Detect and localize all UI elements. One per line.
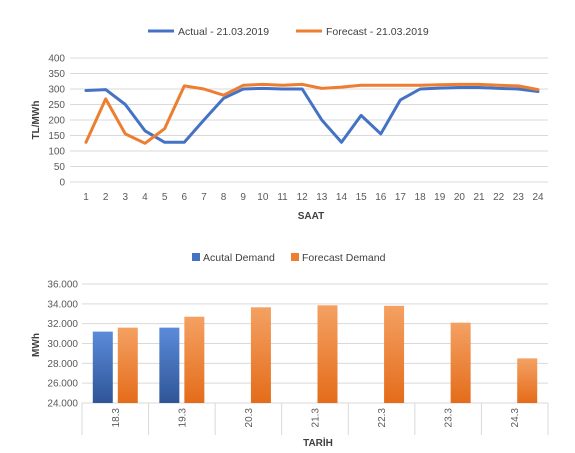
line-chart-x-ticks: 1 2 3 4 5 6 7 8 9 10 11 12 13 14 15 16 17 18 19 20 21 22 23 24 (83, 192, 544, 203)
bar-chart-y-tick-label: 34.000 (47, 299, 78, 310)
bar-chart-y-tick-label: 36.000 (47, 280, 78, 291)
line-chart-y-tick-label: 50 (54, 162, 66, 173)
line-chart-grid (70, 57, 548, 183)
line-chart-y-axis-title: TL/MWh (31, 101, 42, 140)
bar-chart-y-tick-label: 26.000 (47, 379, 78, 390)
line-chart-x-tick-label: 3 (123, 192, 129, 203)
line-chart-x-tick-label: 11 (277, 192, 288, 203)
forecast-demand-bar (450, 322, 471, 403)
bar-chart-y-tick-label: 32.000 (47, 319, 78, 330)
line-chart-x-tick-label: 22 (493, 192, 505, 203)
line-chart-x-tick-label: 4 (142, 192, 148, 203)
forecast-demand-bar (250, 307, 271, 403)
bar-chart-x-tick-label: 21.3 (311, 408, 322, 428)
line-chart-y-tick-label: 100 (48, 147, 65, 158)
line-legend-label: Forecast - 21.03.2019 (326, 26, 429, 38)
line-chart-x-tick-label: 15 (356, 192, 368, 203)
actual-demand-bar (159, 327, 180, 403)
line-chart-x-tick-label: 14 (336, 192, 348, 203)
forecast-demand-bar (384, 305, 405, 403)
bar-chart-bars (92, 305, 538, 403)
line-chart-y-tick-label: 400 (48, 54, 65, 65)
bar-chart-x-ticks: 18.3 19.3 20.3 21.3 22.3 23.3 24.3 (111, 408, 521, 428)
line-chart-y-tick-label: 300 (48, 85, 65, 96)
line-chart-x-tick-label: 16 (375, 192, 387, 203)
line-chart-x-tick-label: 24 (532, 192, 544, 203)
bar-chart-x-tick-label: 19.3 (177, 408, 188, 428)
line-chart-series (84, 82, 540, 145)
line-chart-y-tick-label: 350 (48, 69, 65, 80)
line-chart-x-tick-label: 5 (162, 192, 168, 203)
forecast-demand-bar (184, 316, 205, 403)
line-chart-y-tick-label: 0 (59, 178, 65, 189)
line-chart-x-tick-label: 1 (83, 192, 89, 203)
line-series-forecast (84, 82, 540, 145)
line-chart-x-tick-label: 7 (201, 192, 207, 203)
line-chart-x-tick-label: 8 (221, 192, 227, 203)
line-chart-x-axis-title: SAAT (298, 211, 324, 222)
line-chart-x-tick-label: 23 (513, 192, 525, 203)
forecast-demand-bar (117, 327, 138, 403)
bar-chart-x-axis-title: TARİH (303, 436, 333, 449)
bar-chart-y-axis-title: MWh (31, 333, 42, 357)
line-chart-y-tick-label: 250 (48, 100, 65, 111)
bar-legend-swatch (192, 253, 200, 261)
forecast-demand-bar (317, 305, 338, 403)
bar-legend-swatch (291, 253, 299, 261)
bar-chart: Acutal Demand Forecast Demand 24.000 26.00… (31, 252, 549, 449)
bar-chart-x-tick-label: 24.3 (510, 408, 521, 428)
bar-chart-x-tick-label: 22.3 (377, 408, 388, 428)
bar-chart-y-tick-label: 24.000 (47, 399, 78, 410)
line-chart-x-tick-label: 12 (297, 192, 309, 203)
line-chart-x-tick-label: 19 (434, 192, 446, 203)
bar-chart-x-tick-label: 20.3 (244, 408, 255, 428)
bar-legend-label: Forecast Demand (302, 252, 386, 264)
line-legend-label: Actual - 21.03.2019 (178, 26, 269, 38)
bar-chart-legend: Acutal Demand Forecast Demand (192, 252, 386, 264)
bar-chart-x-tick-label: 18.3 (111, 408, 122, 428)
line-chart-x-tick-label: 18 (415, 192, 427, 203)
line-chart-x-tick-label: 13 (316, 192, 328, 203)
line-chart-y-ticks: 0 50 100 150 200 250 300 350 400 (48, 54, 65, 189)
line-chart-y-tick-label: 150 (48, 131, 65, 142)
line-series-actual (84, 86, 540, 144)
line-chart: Actual - 21.03.2019 Forecast - 21.03.2019… (31, 26, 548, 222)
line-chart-x-tick-label: 21 (473, 192, 485, 203)
bar-chart-y-ticks: 24.000 26.000 28.000 30.000 32.000 34.000 36.0… (47, 280, 78, 410)
line-chart-x-tick-label: 20 (454, 192, 466, 203)
forecast-demand-bar (517, 358, 538, 403)
line-chart-legend: Actual - 21.03.2019 Forecast - 21.03.2019 (148, 26, 429, 38)
line-chart-x-tick-label: 10 (257, 192, 269, 203)
bar-legend-label: Acutal Demand (203, 252, 275, 264)
actual-demand-bar (92, 331, 113, 403)
bar-chart-x-tick-label: 23.3 (444, 408, 455, 428)
bar-chart-y-tick-label: 30.000 (47, 339, 78, 350)
line-chart-x-tick-label: 17 (395, 192, 407, 203)
line-chart-y-tick-label: 200 (48, 116, 65, 127)
line-chart-x-tick-label: 9 (240, 192, 246, 203)
line-chart-x-tick-label: 6 (181, 192, 187, 203)
bar-chart-y-tick-label: 28.000 (47, 359, 78, 370)
line-chart-x-tick-label: 2 (103, 192, 109, 203)
